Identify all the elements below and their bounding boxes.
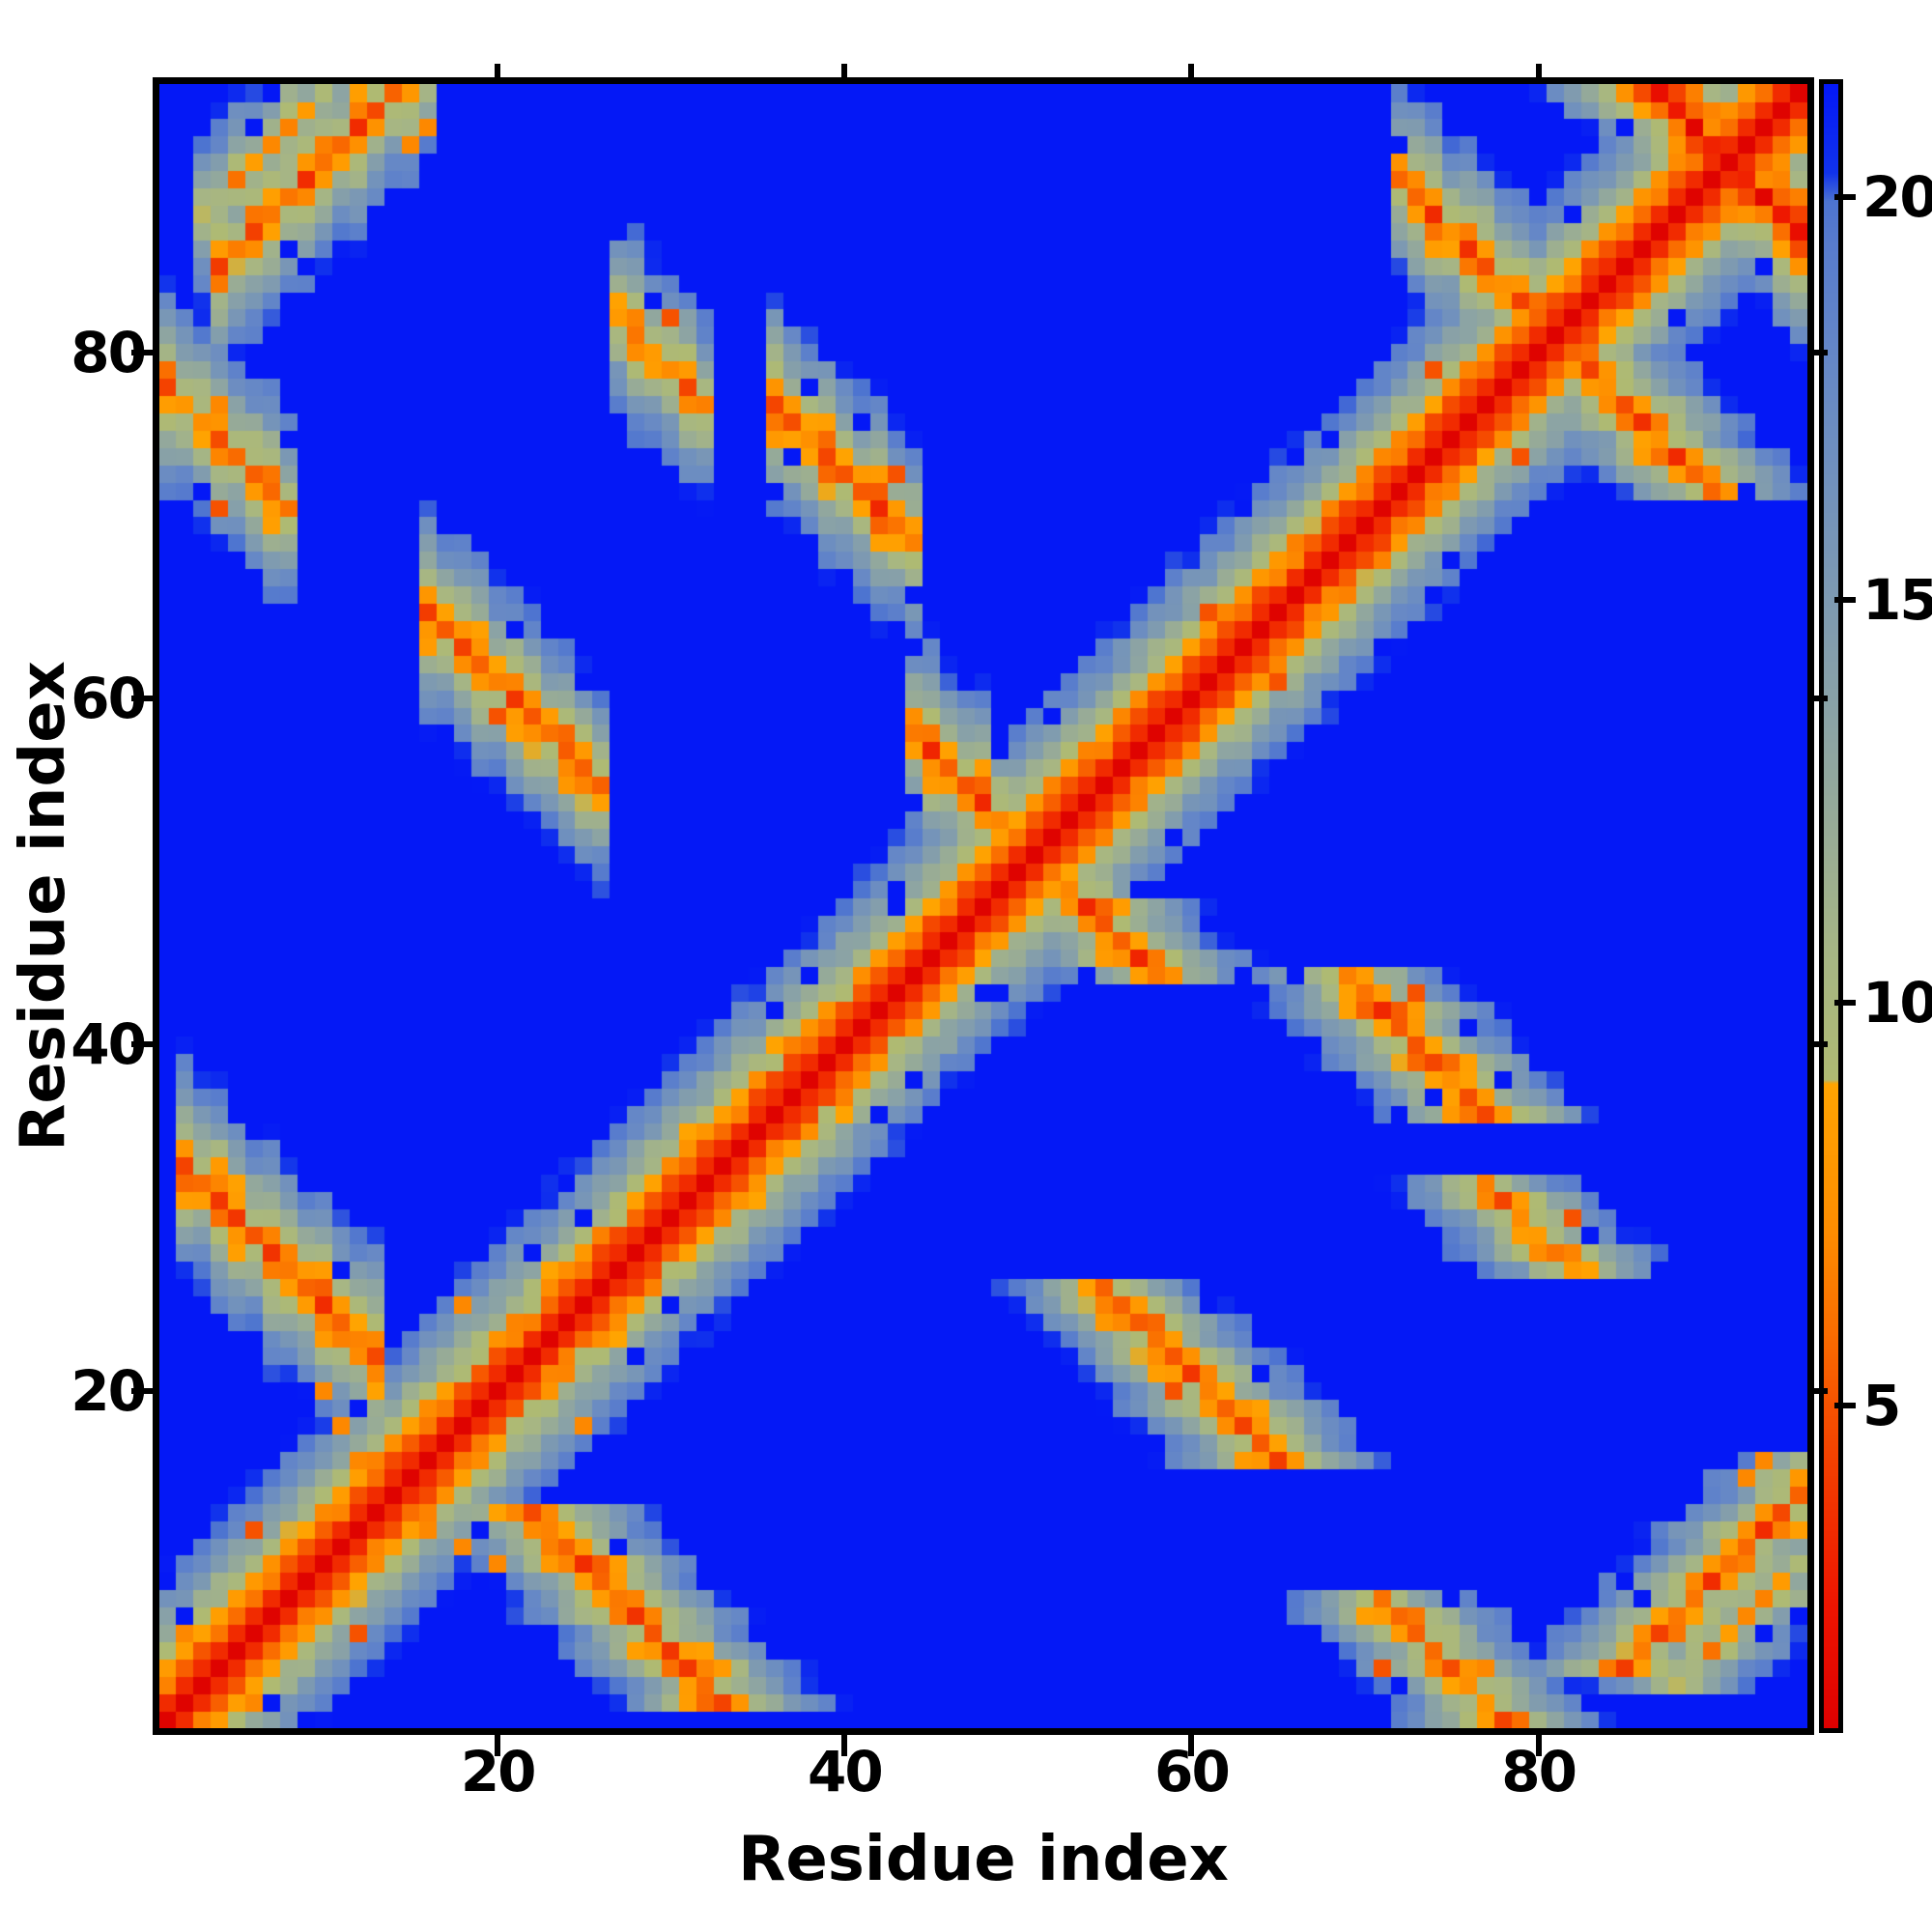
x-tick-top (841, 64, 848, 77)
y-tick-label: 20 (71, 1357, 147, 1424)
x-tick-top (1535, 64, 1542, 77)
colorbar-canvas (1824, 84, 1838, 1728)
heatmap-canvas (159, 84, 1807, 1728)
colorbar-tick-label: 10 (1862, 970, 1932, 1037)
x-tick (495, 1735, 501, 1756)
colorbar-frame (1819, 79, 1843, 1733)
x-tick-label: 80 (1501, 1739, 1577, 1804)
y-tick-label: 40 (71, 1011, 147, 1078)
heatmap-frame (153, 77, 1814, 1735)
y-tick (131, 349, 153, 355)
y-tick-label: 60 (71, 666, 147, 731)
colorbar-tick-label: 20 (1862, 163, 1932, 230)
colorbar-tick-label: 15 (1862, 566, 1932, 633)
x-tick-top (1188, 64, 1195, 77)
x-tick (841, 1735, 848, 1756)
y-tick (131, 696, 153, 701)
colorbar-tick-label: 5 (1862, 1373, 1901, 1439)
y-tick (131, 1387, 153, 1394)
y-tick (131, 1041, 153, 1048)
x-tick (1188, 1735, 1195, 1756)
colorbar-tick (1834, 1000, 1856, 1007)
y-tick-right (1814, 1387, 1828, 1394)
x-tick-label: 60 (1154, 1739, 1231, 1804)
x-tick-top (495, 64, 501, 77)
colorbar-tick (1834, 1403, 1856, 1409)
x-tick-label: 20 (460, 1739, 537, 1804)
y-tick-right (1814, 349, 1828, 355)
colorbar-tick (1834, 193, 1856, 200)
colorbar-tick (1834, 596, 1856, 603)
y-tick-label: 80 (71, 319, 147, 385)
x-tick (1535, 1735, 1542, 1756)
x-tick-label: 40 (807, 1739, 884, 1804)
y-axis-label: Residue index (8, 661, 79, 1151)
x-axis-label: Residue index (738, 1824, 1229, 1895)
y-tick-right (1814, 1041, 1828, 1048)
y-tick-right (1814, 696, 1828, 701)
